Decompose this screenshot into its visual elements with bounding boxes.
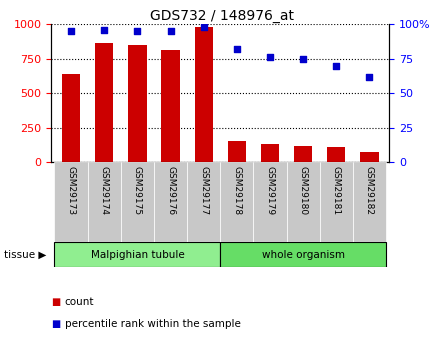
Bar [261, 144, 279, 162]
Bar [360, 152, 379, 162]
Bar [254, 162, 287, 241]
Text: GSM29179: GSM29179 [266, 166, 275, 215]
Bar [88, 162, 121, 241]
Point [333, 63, 340, 68]
Text: GSM29180: GSM29180 [299, 166, 307, 215]
Bar [220, 242, 386, 267]
Point [366, 74, 373, 79]
Point [167, 28, 174, 34]
Point [68, 28, 75, 34]
Bar [220, 162, 254, 241]
Bar [194, 27, 213, 162]
Text: GSM29177: GSM29177 [199, 166, 208, 215]
Text: ■: ■ [51, 297, 61, 307]
Point [200, 24, 207, 30]
Bar [353, 162, 386, 241]
Text: GSM29182: GSM29182 [365, 166, 374, 215]
Text: tissue ▶: tissue ▶ [4, 250, 47, 260]
Bar [287, 162, 320, 241]
Bar [162, 50, 180, 162]
Bar [228, 141, 246, 162]
Text: percentile rank within the sample: percentile rank within the sample [65, 319, 240, 329]
Bar [327, 147, 345, 162]
Bar [154, 162, 187, 241]
Text: GSM29174: GSM29174 [100, 166, 109, 215]
Bar [128, 45, 146, 162]
Bar [187, 162, 220, 241]
Text: GSM29181: GSM29181 [332, 166, 341, 215]
Point [101, 27, 108, 32]
Bar [54, 242, 220, 267]
Text: whole organism: whole organism [262, 250, 345, 260]
Text: GSM29176: GSM29176 [166, 166, 175, 215]
Point [267, 55, 274, 60]
Bar [294, 146, 312, 162]
Text: Malpighian tubule: Malpighian tubule [90, 250, 184, 260]
Bar [95, 43, 113, 162]
Text: count: count [65, 297, 94, 307]
Text: GSM29173: GSM29173 [67, 166, 76, 215]
Point [233, 46, 240, 52]
Point [134, 28, 141, 34]
Point [299, 56, 307, 61]
Text: GSM29178: GSM29178 [232, 166, 241, 215]
Bar [54, 162, 88, 241]
Text: GSM29175: GSM29175 [133, 166, 142, 215]
Text: ■: ■ [51, 319, 61, 329]
Bar [121, 162, 154, 241]
Bar [320, 162, 353, 241]
Bar [62, 74, 80, 162]
Text: GDS732 / 148976_at: GDS732 / 148976_at [150, 9, 295, 23]
